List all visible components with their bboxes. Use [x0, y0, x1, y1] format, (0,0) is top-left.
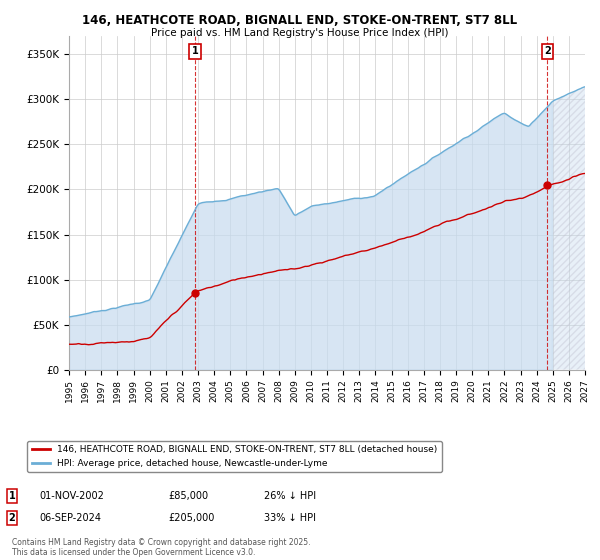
Text: 26% ↓ HPI: 26% ↓ HPI [264, 491, 316, 501]
Text: Contains HM Land Registry data © Crown copyright and database right 2025.
This d: Contains HM Land Registry data © Crown c… [12, 538, 311, 557]
Text: 146, HEATHCOTE ROAD, BIGNALL END, STOKE-ON-TRENT, ST7 8LL: 146, HEATHCOTE ROAD, BIGNALL END, STOKE-… [82, 14, 518, 27]
Text: 1: 1 [192, 46, 199, 57]
Text: 1: 1 [8, 491, 16, 501]
Text: £85,000: £85,000 [168, 491, 208, 501]
Text: 2: 2 [544, 46, 551, 57]
Text: 33% ↓ HPI: 33% ↓ HPI [264, 513, 316, 523]
Text: 2: 2 [8, 513, 16, 523]
Text: £205,000: £205,000 [168, 513, 214, 523]
Text: 06-SEP-2024: 06-SEP-2024 [39, 513, 101, 523]
Text: 01-NOV-2002: 01-NOV-2002 [39, 491, 104, 501]
Legend: 146, HEATHCOTE ROAD, BIGNALL END, STOKE-ON-TRENT, ST7 8LL (detached house), HPI:: 146, HEATHCOTE ROAD, BIGNALL END, STOKE-… [27, 441, 442, 472]
Text: Price paid vs. HM Land Registry's House Price Index (HPI): Price paid vs. HM Land Registry's House … [151, 28, 449, 38]
